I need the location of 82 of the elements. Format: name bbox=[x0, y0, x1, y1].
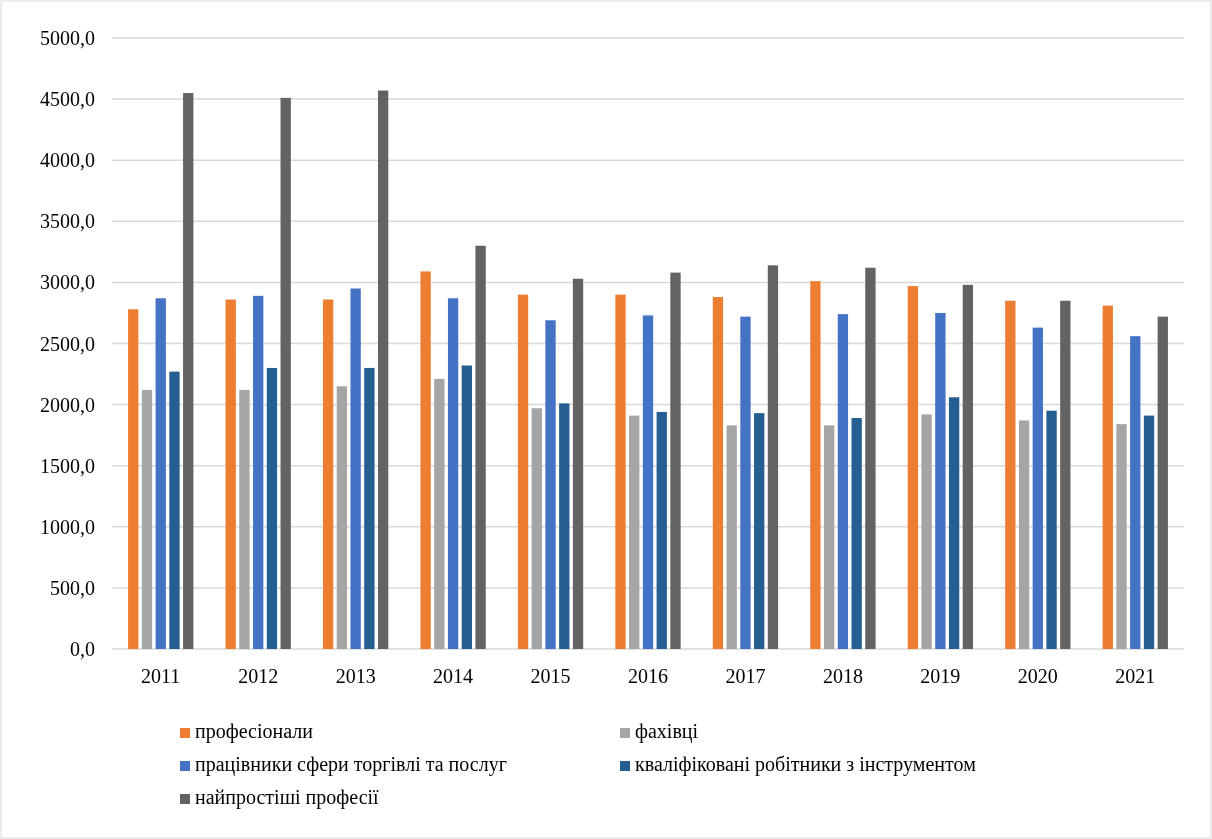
bar bbox=[962, 284, 974, 649]
bar bbox=[531, 408, 542, 649]
bar bbox=[322, 299, 334, 649]
bar bbox=[935, 312, 946, 649]
bar bbox=[1046, 410, 1057, 649]
bar bbox=[754, 413, 765, 649]
x-tick-label: 2017 bbox=[725, 665, 766, 687]
bar bbox=[615, 294, 626, 649]
bar bbox=[810, 281, 821, 649]
bar bbox=[559, 403, 570, 649]
bar bbox=[253, 295, 264, 649]
bar bbox=[1102, 305, 1113, 649]
legend-label: професіонали bbox=[195, 720, 314, 743]
y-tick-label: 0,0 bbox=[70, 638, 95, 660]
bar bbox=[642, 315, 654, 649]
bar bbox=[921, 414, 932, 649]
legend-label: кваліфіковані робітники з інструментом bbox=[635, 753, 977, 776]
bar bbox=[851, 418, 862, 649]
bar bbox=[364, 367, 375, 649]
legend-label: найпростіші професії bbox=[195, 786, 380, 809]
bar bbox=[420, 271, 431, 649]
x-tick-label: 2011 bbox=[141, 665, 181, 687]
bar bbox=[670, 272, 681, 649]
bar bbox=[128, 309, 139, 649]
bar bbox=[517, 294, 529, 649]
x-tick-label: 2021 bbox=[1115, 665, 1156, 687]
x-tick-label: 2013 bbox=[335, 665, 376, 687]
bar bbox=[225, 299, 236, 649]
bar bbox=[726, 425, 737, 649]
y-tick-label: 2000,0 bbox=[40, 393, 95, 416]
x-tick-label: 2015 bbox=[530, 665, 571, 687]
y-tick-label: 1500,0 bbox=[40, 454, 95, 477]
bar bbox=[1060, 300, 1071, 649]
bar bbox=[948, 397, 960, 649]
bar bbox=[545, 320, 556, 649]
bar bbox=[767, 265, 779, 649]
x-tick-label: 2012 bbox=[238, 665, 279, 687]
bar bbox=[434, 378, 445, 649]
bar bbox=[865, 267, 876, 649]
bar bbox=[141, 389, 153, 649]
x-tick-label: 2018 bbox=[822, 665, 863, 687]
bar bbox=[1032, 327, 1043, 649]
x-tick-label: 2019 bbox=[920, 665, 961, 687]
y-tick-label: 2500,0 bbox=[40, 332, 95, 355]
y-tick-label: 4500,0 bbox=[40, 88, 95, 111]
y-tick-label: 3500,0 bbox=[40, 210, 95, 233]
x-tick-label: 2014 bbox=[433, 665, 474, 687]
bar bbox=[1143, 415, 1155, 649]
y-tick-label: 5000,0 bbox=[40, 27, 95, 49]
y-tick-label: 500,0 bbox=[50, 576, 95, 599]
bar bbox=[824, 425, 835, 649]
bar bbox=[629, 415, 640, 649]
bar bbox=[1116, 424, 1127, 649]
bar bbox=[336, 386, 348, 649]
bar bbox=[1130, 336, 1141, 649]
x-tick-label: 2016 bbox=[628, 665, 668, 687]
legend-label: працівники сфери торгівлі та послуг bbox=[195, 753, 507, 776]
bar bbox=[712, 297, 724, 649]
x-tick-label: 2020 bbox=[1017, 665, 1058, 687]
bar bbox=[350, 288, 361, 649]
y-tick-label: 4000,0 bbox=[40, 149, 95, 172]
bar bbox=[837, 314, 849, 649]
bar bbox=[239, 389, 250, 649]
bar bbox=[461, 365, 472, 649]
y-tick-label: 3000,0 bbox=[40, 271, 95, 294]
bar bbox=[377, 90, 389, 649]
bar bbox=[1157, 316, 1168, 649]
bar bbox=[740, 316, 751, 649]
bar bbox=[169, 371, 180, 649]
bar bbox=[155, 298, 166, 649]
y-tick-label: 1000,0 bbox=[40, 515, 95, 538]
bar bbox=[475, 245, 486, 649]
bar bbox=[280, 97, 291, 649]
bar bbox=[183, 92, 194, 649]
bar bbox=[1018, 420, 1030, 649]
bar bbox=[907, 286, 919, 649]
bar bbox=[266, 367, 278, 649]
bar bbox=[572, 278, 584, 649]
bar bbox=[447, 298, 459, 649]
bar bbox=[1005, 300, 1016, 649]
bar bbox=[656, 411, 667, 649]
legend-label: фахівці bbox=[635, 720, 699, 743]
